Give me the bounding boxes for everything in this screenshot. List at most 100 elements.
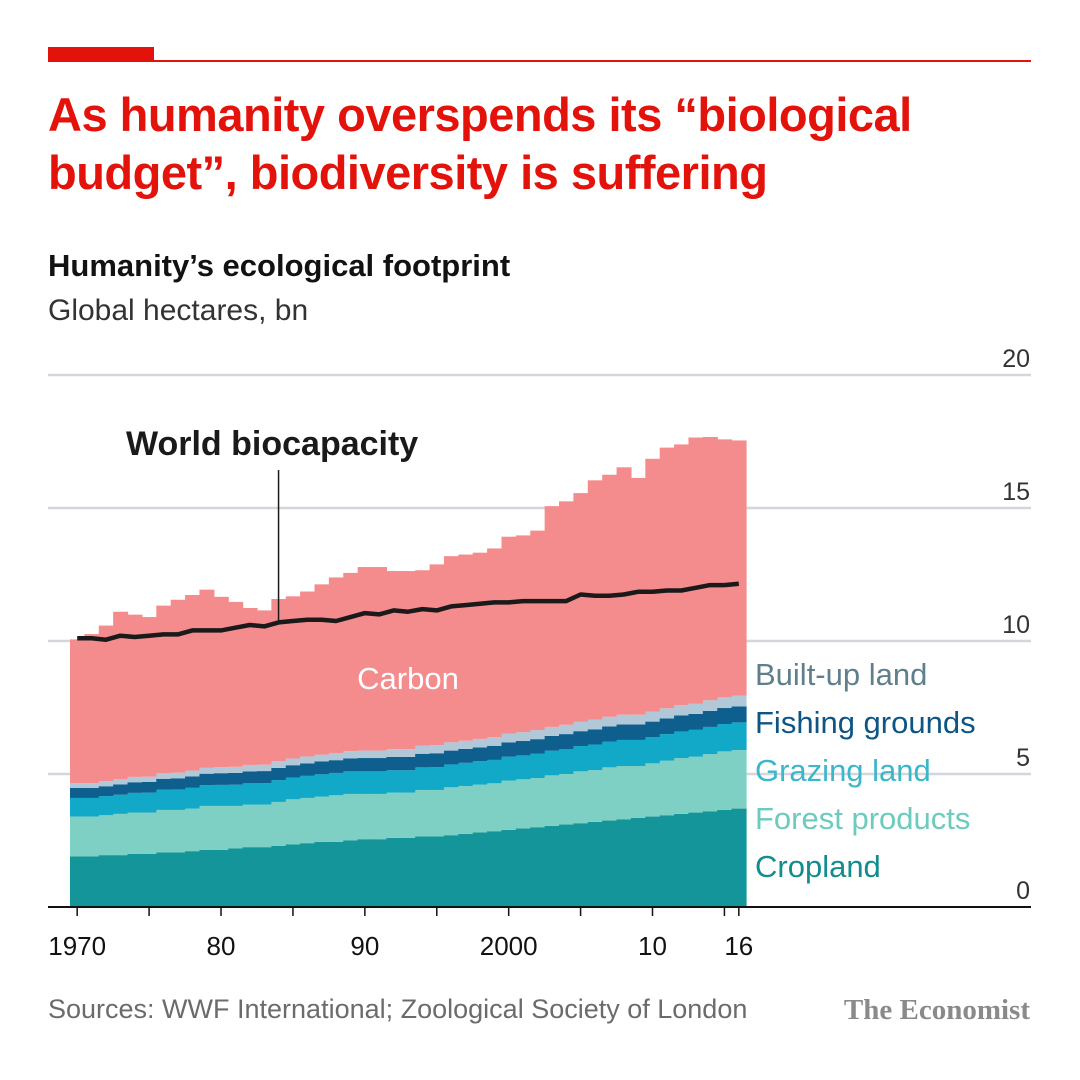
bar-grazing bbox=[573, 746, 589, 772]
bar-forest bbox=[372, 793, 388, 840]
bar-grazing bbox=[156, 789, 172, 810]
bar-cropland bbox=[616, 819, 632, 907]
bar-builtup bbox=[113, 779, 129, 785]
bar-builtup bbox=[630, 714, 646, 725]
bar-cropland bbox=[487, 831, 503, 907]
bar-grazing bbox=[602, 741, 618, 768]
bar-fishing bbox=[630, 724, 646, 740]
bar-carbon bbox=[587, 480, 603, 720]
chart-title: Humanity’s ecological footprint bbox=[48, 248, 511, 283]
bar-carbon bbox=[357, 567, 373, 751]
bar-grazing bbox=[544, 750, 560, 776]
bar-carbon bbox=[472, 552, 488, 739]
bar-fishing bbox=[415, 753, 431, 768]
bar-cropland bbox=[285, 844, 301, 907]
bar-forest bbox=[530, 777, 546, 828]
bar-cropland bbox=[372, 839, 388, 907]
bar-cropland bbox=[573, 823, 589, 907]
bar-fishing bbox=[458, 748, 474, 763]
bar-carbon bbox=[443, 556, 459, 743]
bar-forest bbox=[343, 793, 359, 841]
bar-cropland bbox=[256, 847, 272, 907]
bar-grazing bbox=[271, 780, 287, 802]
bar-forest bbox=[386, 792, 402, 838]
bar-fishing bbox=[127, 782, 143, 793]
bar-grazing bbox=[429, 767, 445, 790]
bar-grazing bbox=[98, 796, 114, 816]
bar-carbon bbox=[630, 477, 646, 715]
bar-fishing bbox=[443, 750, 459, 765]
bar-cropland bbox=[443, 835, 459, 907]
bar-carbon bbox=[544, 506, 560, 727]
biocapacity-line bbox=[77, 581, 740, 642]
bar-carbon bbox=[256, 610, 272, 765]
chart-unit: Global hectares, bn bbox=[48, 294, 309, 327]
bar-cropland bbox=[429, 836, 445, 907]
bar-carbon bbox=[242, 608, 258, 765]
bar-grazing bbox=[400, 770, 416, 793]
bar-carbon bbox=[386, 571, 402, 750]
bar-forest bbox=[443, 787, 459, 836]
bar-forest bbox=[717, 751, 733, 810]
bar-fishing bbox=[314, 761, 330, 775]
bar-cropland bbox=[141, 853, 157, 907]
bar-builtup bbox=[587, 719, 603, 730]
bar-grazing bbox=[84, 797, 100, 817]
bar-fishing bbox=[357, 758, 373, 772]
bar-grazing bbox=[199, 785, 215, 806]
bar-grazing bbox=[659, 734, 675, 761]
y-tick-label: 10 bbox=[1002, 611, 1030, 639]
bar-builtup bbox=[530, 730, 546, 740]
y-tick-label: 15 bbox=[1002, 478, 1030, 506]
bar-grazing bbox=[285, 777, 301, 800]
bar-carbon bbox=[530, 530, 546, 731]
bar-grazing bbox=[688, 729, 704, 757]
bar-fishing bbox=[141, 781, 157, 793]
bar-forest bbox=[458, 785, 474, 834]
bar-carbon bbox=[616, 467, 632, 715]
bar-builtup bbox=[285, 758, 301, 766]
bar-cropland bbox=[702, 811, 718, 907]
bar-builtup bbox=[702, 700, 718, 711]
bar-carbon bbox=[559, 501, 575, 725]
bar-forest bbox=[501, 780, 517, 830]
bar-fishing bbox=[185, 776, 201, 788]
bar-cropland bbox=[688, 812, 704, 907]
bar-cropland bbox=[271, 845, 287, 907]
bar-cropland bbox=[185, 851, 201, 907]
bar-fishing bbox=[602, 726, 618, 742]
bar-builtup bbox=[213, 767, 229, 774]
bar-grazing bbox=[487, 759, 503, 784]
bar-fishing bbox=[386, 756, 402, 771]
bar-fishing bbox=[501, 742, 517, 757]
bar-builtup bbox=[443, 742, 459, 751]
bar-grazing bbox=[328, 772, 344, 796]
bar-fishing bbox=[156, 778, 172, 790]
x-tick-label: 2000 bbox=[480, 931, 538, 961]
bar-cropland bbox=[659, 815, 675, 907]
bar-builtup bbox=[242, 764, 258, 772]
bar-builtup bbox=[228, 766, 244, 773]
bar-builtup bbox=[674, 705, 690, 716]
bar-forest bbox=[285, 799, 301, 845]
bar-fishing bbox=[343, 758, 359, 772]
bar-grazing bbox=[530, 753, 546, 778]
y-tick-label: 5 bbox=[1016, 744, 1030, 772]
bar-builtup bbox=[645, 711, 661, 722]
bar-cropland bbox=[357, 839, 373, 907]
bar-grazing bbox=[213, 784, 229, 806]
bar-builtup bbox=[458, 740, 474, 749]
bar-grazing bbox=[372, 771, 388, 794]
top-rule bbox=[48, 60, 1031, 62]
bar-fishing bbox=[84, 787, 100, 798]
bar-forest bbox=[156, 809, 172, 853]
bar-forest bbox=[256, 804, 272, 848]
bar-cropland bbox=[587, 821, 603, 907]
bar-fishing bbox=[113, 784, 129, 795]
bar-forest bbox=[472, 784, 488, 833]
bar-fishing bbox=[285, 765, 301, 778]
bar-fishing bbox=[70, 787, 85, 798]
bar-forest bbox=[659, 760, 675, 816]
bar-fishing bbox=[573, 731, 589, 747]
bar-builtup bbox=[127, 776, 143, 783]
